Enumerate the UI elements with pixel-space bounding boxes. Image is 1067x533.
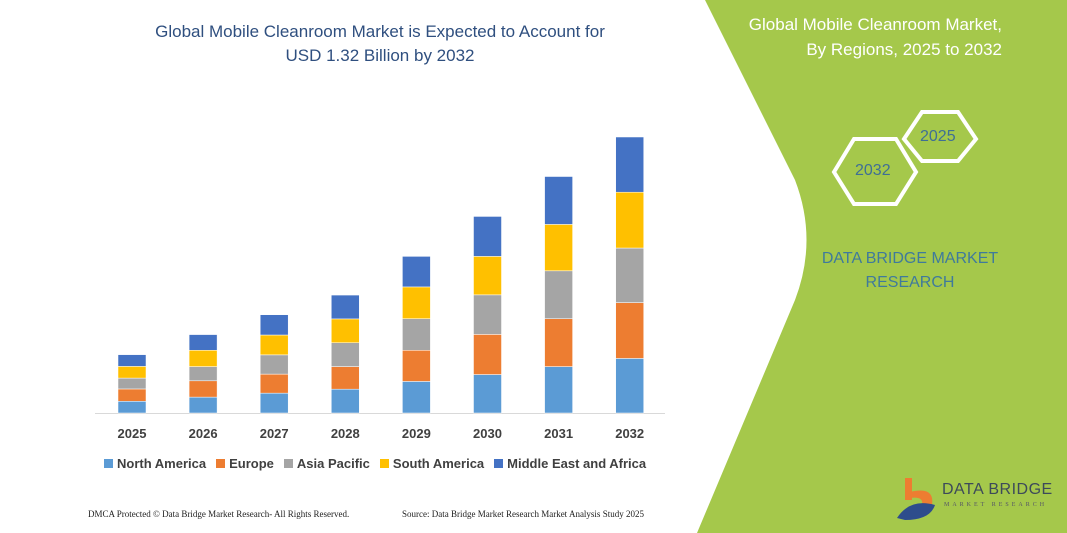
bar-segment-2028-south-america: [331, 318, 360, 343]
x-tick-label: 2028: [330, 426, 360, 441]
bar-segment-2029-south-america: [402, 286, 431, 319]
bar-segment-2032-middle-east-and-africa: [615, 136, 644, 193]
bar-segment-2030-north-america: [473, 374, 502, 414]
hex-label-2025: 2025: [920, 128, 956, 145]
bar-segment-2028-north-america: [331, 388, 360, 414]
logo-icon: [897, 478, 935, 520]
bar-segment-2027-asia-pacific: [259, 354, 289, 375]
bar-segment-2032-asia-pacific: [615, 247, 644, 303]
legend-item: Asia Pacific: [283, 456, 370, 471]
x-tick-label: 2030: [473, 426, 502, 441]
legend-label: Europe: [229, 456, 274, 471]
bar-segment-2028-asia-pacific: [331, 342, 360, 367]
logo-name: DATA BRIDGE: [942, 481, 1053, 498]
bar-segment-2029-europe: [402, 350, 431, 382]
bar-segment-2026-asia-pacific: [188, 366, 218, 382]
bar-segment-2025-middle-east-and-africa: [117, 354, 147, 367]
x-tick-label: 2031: [544, 426, 574, 441]
panel-title: Global Mobile Cleanroom Market, By Regio…: [712, 12, 1002, 62]
brand-line-1: DATA BRIDGE MARKET: [821, 250, 999, 267]
legend-label: North America: [117, 456, 207, 471]
bar-segment-2025-north-america: [117, 401, 147, 414]
legend-swatch: [216, 459, 226, 468]
bar-segment-2031-europe: [544, 318, 573, 367]
title-line-2: USD 1.32 Billion by 2032: [285, 46, 475, 65]
chart-title: Global Mobile Cleanroom Market is Expect…: [100, 20, 660, 68]
logo-sub: MARKET RESEARCH: [944, 502, 1048, 508]
title-line-1: Global Mobile Cleanroom Market is Expect…: [155, 22, 605, 41]
bar-segment-2030-asia-pacific: [473, 294, 502, 335]
bars: [117, 136, 644, 414]
bar-segment-2032-north-america: [615, 358, 644, 414]
hexagon-2025: [901, 110, 979, 163]
x-tick-label: 2026: [188, 426, 218, 441]
legend: North America Europe Asia Pacific South …: [104, 456, 646, 471]
bar-segment-2027-south-america: [259, 334, 289, 356]
bar-segment-2028-europe: [331, 366, 360, 390]
bar-segment-2027-europe: [259, 373, 289, 394]
bar-segment-2025-asia-pacific: [117, 377, 147, 390]
legend-label: Middle East and Africa: [507, 456, 647, 471]
bar-segment-2032-south-america: [615, 191, 644, 249]
bar-segment-2025-south-america: [117, 366, 147, 379]
bar-segment-2029-middle-east-and-africa: [402, 256, 431, 288]
legend-item: North America: [104, 456, 206, 471]
bar-segment-2029-asia-pacific: [402, 318, 431, 351]
bar-segment-2031-asia-pacific: [544, 270, 573, 319]
bar-segment-2026-middle-east-and-africa: [188, 334, 218, 351]
x-tick-label: 2032: [615, 426, 645, 441]
bar-segment-2031-north-america: [544, 366, 573, 414]
bar-segment-2031-south-america: [544, 224, 573, 272]
legend-swatch: [379, 459, 389, 468]
x-tick-label: 2029: [401, 426, 431, 441]
footer-copyright: DMCA Protected © Data Bridge Market Rese…: [88, 509, 350, 519]
bar-segment-2026-europe: [188, 380, 218, 398]
bar-segment-2032-europe: [615, 302, 644, 359]
footer-source: Source: Data Bridge Market Research Mark…: [402, 509, 644, 519]
legend-swatch: [283, 459, 293, 468]
hex-label-2032: 2032: [855, 162, 891, 179]
x-tick-label: 2025: [117, 426, 147, 441]
legend-label: Asia Pacific: [296, 456, 370, 471]
brand-line-2: RESEARCH: [865, 274, 955, 291]
bar-segment-2030-middle-east-and-africa: [473, 216, 502, 257]
bar-segment-2025-europe: [117, 388, 147, 402]
legend-item: Europe: [216, 456, 274, 471]
bar-segment-2028-middle-east-and-africa: [331, 294, 360, 320]
panel-title-line-2: By Regions, 2025 to 2032: [806, 40, 1002, 59]
x-tick-label: 2027: [259, 426, 289, 441]
legend-swatch: [104, 459, 113, 468]
bar-segment-2027-north-america: [259, 392, 289, 414]
bar-segment-2029-north-america: [402, 381, 431, 414]
bar-segment-2026-north-america: [188, 396, 218, 414]
legend-item: Middle East and Africa: [494, 456, 646, 471]
bar-segment-2031-middle-east-and-africa: [544, 176, 573, 225]
brand-text: DATA BRIDGE MARKET RESEARCH: [820, 247, 1000, 295]
bar-segment-2030-europe: [473, 334, 502, 375]
legend-item: South America: [379, 456, 485, 471]
bar-segment-2030-south-america: [473, 256, 502, 296]
panel-title-line-1: Global Mobile Cleanroom Market,: [748, 15, 1002, 34]
bar-segment-2026-south-america: [188, 350, 218, 367]
hexagon-2032: [831, 137, 919, 206]
bar-segment-2027-middle-east-and-africa: [259, 314, 289, 336]
legend-swatch: [494, 459, 504, 468]
legend-label: South America: [392, 456, 485, 471]
